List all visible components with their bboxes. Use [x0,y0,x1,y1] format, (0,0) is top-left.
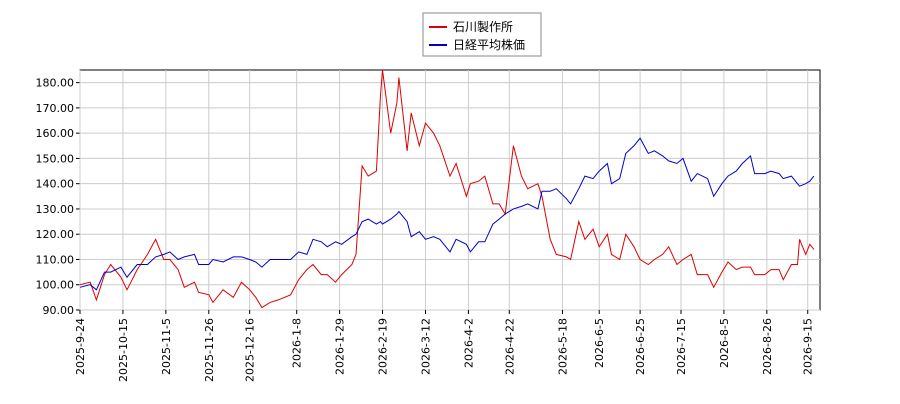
x-tick-label: 2026-7-15 [675,318,688,375]
y-tick-label: 140.00 [36,178,75,191]
x-tick-label: 2025-10-15 [117,318,130,382]
x-tick-label: 2026-1-8 [291,318,304,368]
x-tick-label: 2026-6-5 [593,318,606,368]
x-tick-label: 2026-4-2 [462,318,475,368]
x-tick-label: 2026-4-22 [503,318,516,375]
y-tick-label: 110.00 [36,253,75,266]
x-tick-label: 2025-12-16 [244,318,257,382]
x-tick-label: 2025-9-24 [74,318,87,375]
legend-label: 日経平均株価 [453,37,525,52]
x-tick-label: 2026-6-25 [634,318,647,375]
y-tick-label: 90.00 [43,304,75,317]
x-tick-label: 2026-5-18 [556,318,569,375]
x-tick-label: 2025-11-5 [160,318,173,375]
y-tick-label: 180.00 [36,77,75,90]
y-tick-label: 120.00 [36,228,75,241]
x-tick-label: 2026-2-19 [377,318,390,375]
line-series [79,69,815,309]
legend-box [422,12,542,57]
y-tick-label: 130.00 [36,203,75,216]
y-tick-label: 170.00 [36,102,75,115]
y-tick-label: 160.00 [36,127,75,140]
plot-area [79,69,821,311]
x-tick-label: 2026-8-26 [761,318,774,375]
x-tick-label: 2026-9-15 [802,318,815,375]
legend-label: 石川製作所 [453,20,513,34]
y-tick-label: 150.00 [36,152,75,165]
x-tick-label: 2026-8-5 [718,318,731,368]
y-tick-label: 100.00 [36,279,75,292]
x-tick-label: 2026-3-12 [419,318,432,375]
x-tick-label: 2026-1-29 [334,318,347,375]
x-tick-label: 2025-11-26 [203,318,216,382]
line-series [79,137,815,291]
